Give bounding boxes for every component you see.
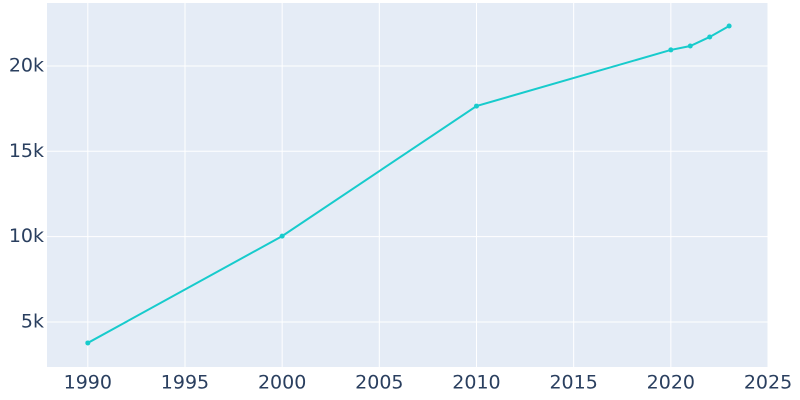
x-tick-label: 2010 (452, 372, 500, 394)
point (707, 34, 713, 40)
x-tick-label: 2005 (355, 372, 403, 394)
y-tick-label: 5k (21, 310, 44, 332)
plot-area (47, 3, 768, 367)
y-tick-label: 15k (9, 140, 44, 162)
x-tick-label: 1990 (64, 372, 112, 394)
point (279, 233, 285, 239)
point (85, 340, 91, 346)
x-tick-label: 1995 (161, 372, 209, 394)
x-tick-label: 2025 (744, 372, 792, 394)
x-tick-label: 2000 (258, 372, 306, 394)
point (726, 23, 732, 29)
point (473, 103, 479, 109)
point (687, 43, 693, 49)
x-tick-label: 2015 (549, 372, 597, 394)
point (668, 47, 674, 53)
y-tick-label: 10k (9, 225, 44, 247)
y-tick-label: 20k (9, 54, 44, 76)
x-tick-label: 2020 (647, 372, 695, 394)
